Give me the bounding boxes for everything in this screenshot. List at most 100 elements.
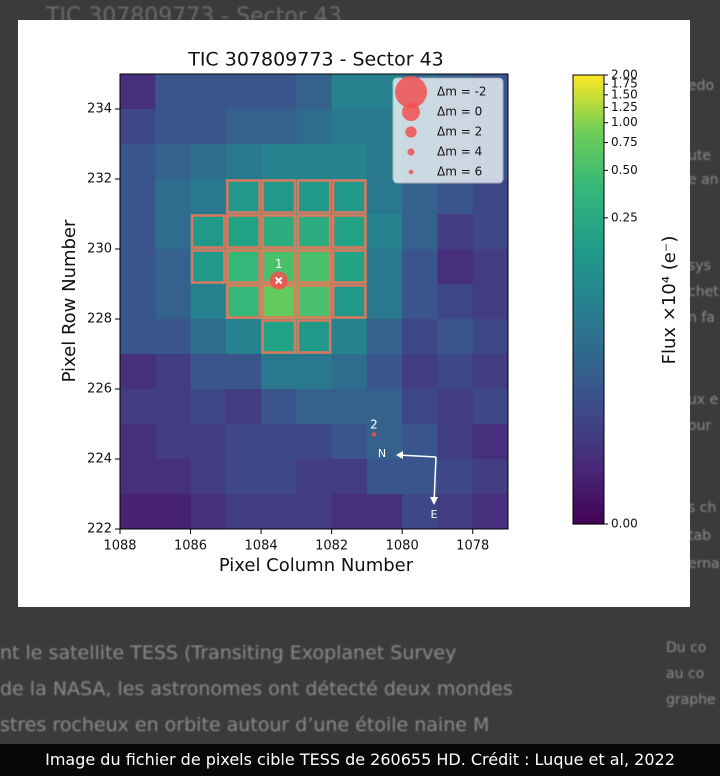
caption: Image du fichier de pixels cible TESS de… [0,744,720,776]
heatmap-cell [402,284,438,320]
colorbar-segment [573,93,604,99]
x-tick-label: 1082 [315,539,348,554]
colorbar-segment [573,389,604,394]
heatmap-cell [472,284,509,320]
side-text: edo [688,78,715,94]
colorbar-segment [573,75,604,80]
colorbar-segment [573,475,604,480]
colorbar-segment [573,479,604,484]
aperture-pixel [261,319,297,354]
heatmap-cell [437,389,474,425]
colorbar-tick-label: 0.25 [611,210,638,224]
heatmap-cell [472,424,509,460]
heatmap-cell [437,424,474,460]
x-tick-label: 1084 [245,539,278,554]
heatmap-cell [296,319,333,355]
colorbar-segment [573,310,604,316]
heatmap-cell [225,494,262,530]
y-tick-label: 234 [87,102,112,117]
heatmap-cell [296,284,333,320]
legend-marker [407,148,415,156]
heatmap-cell [437,179,474,215]
heatmap-cell [120,109,156,145]
colorbar-segment [573,366,604,372]
compass-arrows [397,454,437,504]
heatmap-cell [261,319,297,355]
heatmap-cell [366,494,403,530]
heatmap-cell [225,74,262,110]
heatmap-cell [402,249,438,285]
heatmap-cell [296,144,333,180]
heatmap-cell [155,459,192,495]
side-text: ute [688,148,711,164]
colorbar-segment [573,351,604,357]
x-tick-label: 1078 [456,539,489,554]
heatmap-cell [472,179,509,215]
heatmap-cell [261,389,297,425]
legend-marker [405,126,417,138]
heatmap-cell [120,389,156,425]
heatmap-cell [155,74,192,110]
heatmap-cell [296,424,333,460]
legend-label: Δm = -2 [437,85,487,99]
colorbar-segment [573,82,604,87]
colorbar-segment [573,456,604,461]
colorbar-segment [573,333,604,338]
x-tick-label: 1088 [103,539,136,554]
heatmap-cell [331,424,368,460]
article-line: de la NASA, les astronomes ont détecté d… [0,678,513,700]
figure-panel: TIC 307809773 - Sector 43 Pixel Column N… [18,20,690,607]
colorbar-segment [573,213,604,218]
colorbar-segment [573,146,604,151]
colorbar-tick-label: 0.50 [611,163,638,177]
heatmap-cell [472,459,509,495]
heatmap-cell [120,249,156,285]
side-text: graphe [666,692,716,708]
heatmap-cell [331,389,368,425]
colorbar-segment [573,512,604,518]
heatmap-cell [402,319,438,355]
aperture-pixel [331,284,367,319]
colorbar-segment [573,419,604,424]
aperture-pixel [296,249,332,284]
heatmap-cell [296,74,333,110]
heatmap-cell [261,144,297,180]
colorbar-segment [573,505,604,510]
star [371,432,377,437]
heatmap-cell [120,284,156,320]
heatmap-cell [225,249,262,285]
aperture-pixel [190,214,226,249]
heatmap-cell [155,109,192,145]
compass-east: E [431,508,438,521]
plot-frame [119,73,509,530]
aperture-pixel [296,284,332,319]
legend-label: Δm = 2 [437,125,482,139]
heatmap-cell [261,214,297,250]
heatmap-cell [225,109,262,145]
colorbar-segment [573,116,604,121]
heatmap-cell [120,74,156,110]
heatmap-cell [366,284,403,320]
colorbar-segment [573,464,604,469]
aperture-pixel [226,179,261,214]
side-text: tab [688,528,711,544]
star-label: 2 [370,418,378,432]
colorbar-segment [573,445,604,450]
y-tick-label: 222 [87,522,112,537]
colorbar-segment [573,258,604,263]
side-text: au co [666,666,705,682]
compass-north: N [378,447,386,460]
y-axis-label: Pixel Row Number [59,219,80,382]
colorbar-tick-label: 1.75 [611,77,638,91]
legend-marker [402,103,420,121]
colorbar-segment [573,516,604,521]
colorbar-segment [573,288,604,293]
colorbar-frame [572,74,605,525]
colorbar-segment [573,209,604,215]
colorbar-segment [573,119,604,125]
colorbar-segment [573,198,604,203]
heatmap-cell [155,494,192,530]
legend-marker [408,169,414,175]
colorbar-segment [573,437,604,443]
